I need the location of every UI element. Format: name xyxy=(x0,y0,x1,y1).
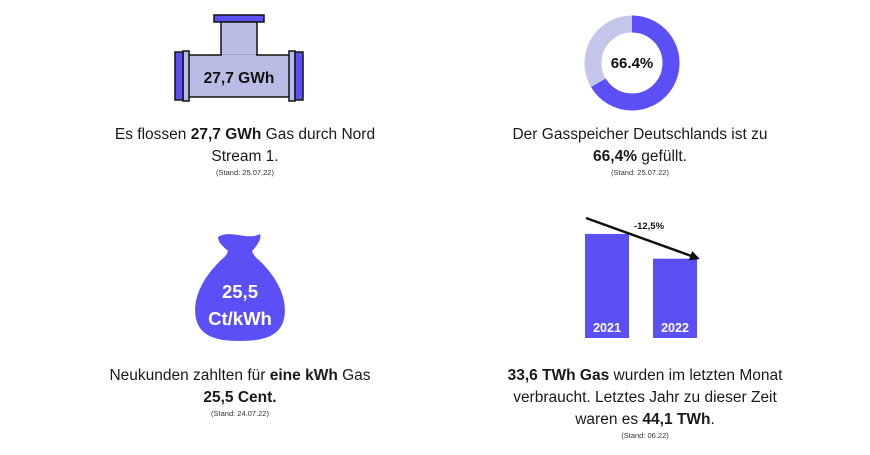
storage-caption-bold: 66,4% xyxy=(593,148,637,165)
price-value-line2: Ct/kWh xyxy=(208,308,272,329)
storage-panel: 66.4% Der Gasspeicher Deutschlands ist z… xyxy=(490,10,790,190)
bar-2021 xyxy=(585,233,629,338)
pipe-icon: 27,7 GWh xyxy=(174,14,304,102)
storage-donut-chart: 66.4% xyxy=(584,15,680,111)
consumption-bar-chart: -12,5% 2021 2022 xyxy=(585,216,700,338)
pipe-panel: 27,7 GWh Es flossen 27,7 GWh Gas durch N… xyxy=(100,10,390,190)
change-label: -12,5% xyxy=(634,221,665,232)
bar-label-2022: 2022 xyxy=(661,321,689,335)
consumption-panel: -12,5% 2021 2022 33,6 TWh Gas wurden im l… xyxy=(490,210,800,450)
price-caption: Neukunden zahlten für eine kWh Gas 25,5 … xyxy=(90,365,390,419)
bar-label-2021: 2021 xyxy=(593,321,621,335)
consumption-caption-bold1: 33,6 TWh Gas xyxy=(507,367,610,384)
storage-percent-label: 66.4% xyxy=(611,55,654,72)
storage-caption-pre: Der Gasspeicher Deutschlands ist zu xyxy=(512,126,768,143)
pipe-caption-bold: 27,7 GWh xyxy=(190,126,262,143)
price-caption-pre: Neukunden zahlten für xyxy=(109,367,270,384)
bar-2022 xyxy=(653,258,697,338)
price-caption-mid: Gas xyxy=(337,367,371,384)
consumption-caption: 33,6 TWh Gas wurden im letzten Monat ver… xyxy=(490,365,800,441)
consumption-caption-mid: wurden im letzten Monat verbraucht. Letz… xyxy=(513,367,783,428)
pipe-caption-post: Gas durch Nord Stream 1. xyxy=(211,126,376,165)
consumption-caption-bold2: 44,1 TWh xyxy=(642,411,711,428)
donut-slice-filled xyxy=(584,15,680,111)
pipe-caption-pre: Es flossen xyxy=(114,126,191,143)
consumption-caption-post: . xyxy=(710,411,715,428)
trend-arrow xyxy=(585,216,700,261)
storage-caption: Der Gasspeicher Deutschlands ist zu 66,4… xyxy=(490,124,790,178)
storage-caption-post: gefüllt. xyxy=(636,148,687,165)
price-stand-date: (Stand: 24.07.22) xyxy=(211,409,269,418)
money-bag-icon: 25,5 Ct/kWh xyxy=(195,234,285,341)
price-value-line1: 25,5 xyxy=(222,281,258,302)
pipe-caption: Es flossen 27,7 GWh Gas durch Nord Strea… xyxy=(100,124,390,178)
pipe-value-label: 27,7 GWh xyxy=(204,70,275,87)
consumption-stand-date: (Stand: 06.22) xyxy=(621,431,669,440)
storage-stand-date: (Stand: 25.07.22) xyxy=(611,168,669,177)
price-caption-bold2: 25,5 Cent. xyxy=(203,389,277,406)
price-panel: 25,5 Ct/kWh Neukunden zahlten für eine k… xyxy=(90,225,390,425)
price-caption-bold1: eine kWh xyxy=(269,367,338,384)
pipe-stand-date: (Stand: 25.07.22) xyxy=(216,168,274,177)
